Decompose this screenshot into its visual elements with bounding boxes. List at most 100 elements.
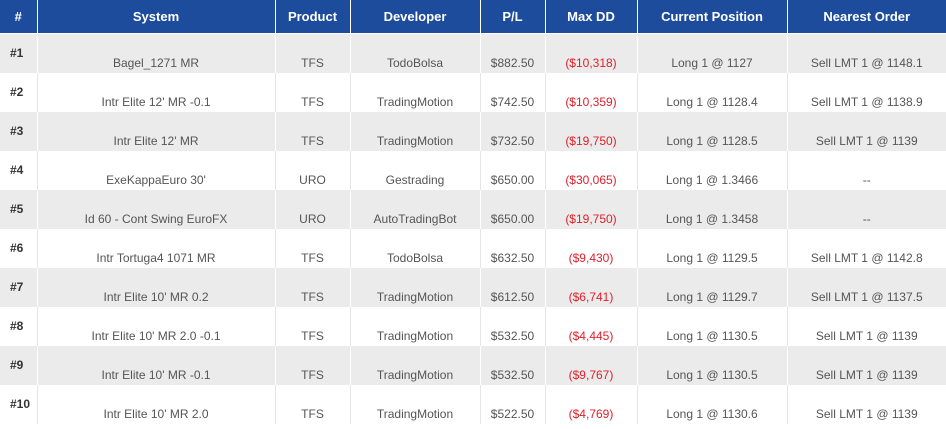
table-header: # System Product Developer P/L Max DD Cu… — [0, 0, 946, 34]
column-header-nearest-order[interactable]: Nearest Order — [787, 0, 946, 34]
developer-cell[interactable]: TradingMotion — [350, 306, 481, 346]
column-header-developer[interactable]: Developer — [350, 0, 481, 34]
developer-cell[interactable]: TradingMotion — [350, 384, 481, 424]
order-cell: Sell LMT 1 @ 1139 — [787, 306, 946, 346]
system-cell[interactable]: Intr Elite 10' MR -0.1 — [37, 345, 276, 385]
header-row: # System Product Developer P/L Max DD Cu… — [0, 0, 946, 34]
developer-cell[interactable]: Gestrading — [350, 150, 481, 190]
rank-cell: #4 — [0, 150, 38, 190]
pl-cell: $882.50 — [480, 33, 546, 73]
system-cell[interactable]: ExeKappaEuro 30' — [37, 150, 276, 190]
position-cell: Long 1 @ 1.3458 — [637, 189, 788, 229]
rank-cell: #10 — [0, 384, 38, 424]
developer-cell[interactable]: TradingMotion — [350, 267, 481, 307]
table-row[interactable]: #1 Bagel_1271 MR TFS TodoBolsa $882.50 (… — [0, 33, 946, 73]
max-dd-cell: ($4,445) — [545, 306, 638, 346]
system-cell[interactable]: Intr Elite 10' MR 0.2 — [37, 267, 276, 307]
order-cell: Sell LMT 1 @ 1148.1 — [787, 33, 946, 73]
rank-cell: #3 — [0, 111, 38, 151]
system-cell[interactable]: Intr Elite 12' MR -0.1 — [37, 72, 276, 112]
max-dd-cell: ($19,750) — [545, 111, 638, 151]
table-row[interactable]: #10 Intr Elite 10' MR 2.0 TFS TradingMot… — [0, 384, 946, 424]
rank-cell: #6 — [0, 228, 38, 268]
product-cell: TFS — [275, 72, 351, 112]
system-cell[interactable]: Intr Elite 12' MR — [37, 111, 276, 151]
pl-cell: $522.50 — [480, 384, 546, 424]
pl-cell: $650.00 — [480, 150, 546, 190]
system-cell[interactable]: Intr Elite 10' MR 2.0 — [37, 384, 276, 424]
product-cell: TFS — [275, 267, 351, 307]
rank-cell: #7 — [0, 267, 38, 307]
order-cell: Sell LMT 1 @ 1138.9 — [787, 72, 946, 112]
max-dd-cell: ($10,359) — [545, 72, 638, 112]
product-cell: URO — [275, 150, 351, 190]
pl-cell: $532.50 — [480, 345, 546, 385]
pl-cell: $612.50 — [480, 267, 546, 307]
pl-cell: $742.50 — [480, 72, 546, 112]
order-cell: Sell LMT 1 @ 1142.8 — [787, 228, 946, 268]
order-cell: -- — [787, 189, 946, 229]
column-header-current-position[interactable]: Current Position — [637, 0, 788, 34]
table-row[interactable]: #3 Intr Elite 12' MR TFS TradingMotion $… — [0, 111, 946, 151]
table-row[interactable]: #7 Intr Elite 10' MR 0.2 TFS TradingMoti… — [0, 267, 946, 307]
system-cell[interactable]: Intr Tortuga4 1071 MR — [37, 228, 276, 268]
developer-cell[interactable]: TradingMotion — [350, 111, 481, 151]
pl-cell: $650.00 — [480, 189, 546, 229]
pl-cell: $632.50 — [480, 228, 546, 268]
position-cell: Long 1 @ 1128.4 — [637, 72, 788, 112]
rank-cell: #2 — [0, 72, 38, 112]
position-cell: Long 1 @ 1.3466 — [637, 150, 788, 190]
product-cell: URO — [275, 189, 351, 229]
max-dd-cell: ($6,741) — [545, 267, 638, 307]
product-cell: TFS — [275, 306, 351, 346]
max-dd-cell: ($4,769) — [545, 384, 638, 424]
position-cell: Long 1 @ 1129.5 — [637, 228, 788, 268]
system-cell[interactable]: Id 60 - Cont Swing EuroFX — [37, 189, 276, 229]
max-dd-cell: ($9,430) — [545, 228, 638, 268]
max-dd-cell: ($10,318) — [545, 33, 638, 73]
developer-cell[interactable]: AutoTradingBot — [350, 189, 481, 229]
position-cell: Long 1 @ 1130.5 — [637, 306, 788, 346]
product-cell: TFS — [275, 33, 351, 73]
developer-cell[interactable]: TodoBolsa — [350, 228, 481, 268]
rank-cell: #5 — [0, 189, 38, 229]
position-cell: Long 1 @ 1127 — [637, 33, 788, 73]
column-header-product[interactable]: Product — [275, 0, 351, 34]
position-cell: Long 1 @ 1130.6 — [637, 384, 788, 424]
rank-cell: #9 — [0, 345, 38, 385]
table-body: #1 Bagel_1271 MR TFS TodoBolsa $882.50 (… — [0, 33, 946, 424]
table-row[interactable]: #4 ExeKappaEuro 30' URO Gestrading $650.… — [0, 150, 946, 190]
system-cell[interactable]: Bagel_1271 MR — [37, 33, 276, 73]
developer-cell[interactable]: TradingMotion — [350, 345, 481, 385]
order-cell: Sell LMT 1 @ 1139 — [787, 384, 946, 424]
pl-cell: $732.50 — [480, 111, 546, 151]
product-cell: TFS — [275, 228, 351, 268]
table-row[interactable]: #9 Intr Elite 10' MR -0.1 TFS TradingMot… — [0, 345, 946, 385]
column-header-pl[interactable]: P/L — [480, 0, 546, 34]
max-dd-cell: ($30,065) — [545, 150, 638, 190]
max-dd-cell: ($9,767) — [545, 345, 638, 385]
column-header-rank[interactable]: # — [0, 0, 38, 34]
table-row[interactable]: #5 Id 60 - Cont Swing EuroFX URO AutoTra… — [0, 189, 946, 229]
max-dd-cell: ($19,750) — [545, 189, 638, 229]
column-header-system[interactable]: System — [37, 0, 276, 34]
rank-cell: #1 — [0, 33, 38, 73]
order-cell: -- — [787, 150, 946, 190]
order-cell: Sell LMT 1 @ 1137.5 — [787, 267, 946, 307]
system-cell[interactable]: Intr Elite 10' MR 2.0 -0.1 — [37, 306, 276, 346]
position-cell: Long 1 @ 1128.5 — [637, 111, 788, 151]
product-cell: TFS — [275, 111, 351, 151]
order-cell: Sell LMT 1 @ 1139 — [787, 345, 946, 385]
rank-cell: #8 — [0, 306, 38, 346]
position-cell: Long 1 @ 1130.5 — [637, 345, 788, 385]
column-header-max-dd[interactable]: Max DD — [545, 0, 638, 34]
developer-cell[interactable]: TradingMotion — [350, 72, 481, 112]
table-row[interactable]: #6 Intr Tortuga4 1071 MR TFS TodoBolsa $… — [0, 228, 946, 268]
order-cell: Sell LMT 1 @ 1139 — [787, 111, 946, 151]
table-row[interactable]: #8 Intr Elite 10' MR 2.0 -0.1 TFS Tradin… — [0, 306, 946, 346]
position-cell: Long 1 @ 1129.7 — [637, 267, 788, 307]
developer-cell[interactable]: TodoBolsa — [350, 33, 481, 73]
product-cell: TFS — [275, 384, 351, 424]
table-row[interactable]: #2 Intr Elite 12' MR -0.1 TFS TradingMot… — [0, 72, 946, 112]
